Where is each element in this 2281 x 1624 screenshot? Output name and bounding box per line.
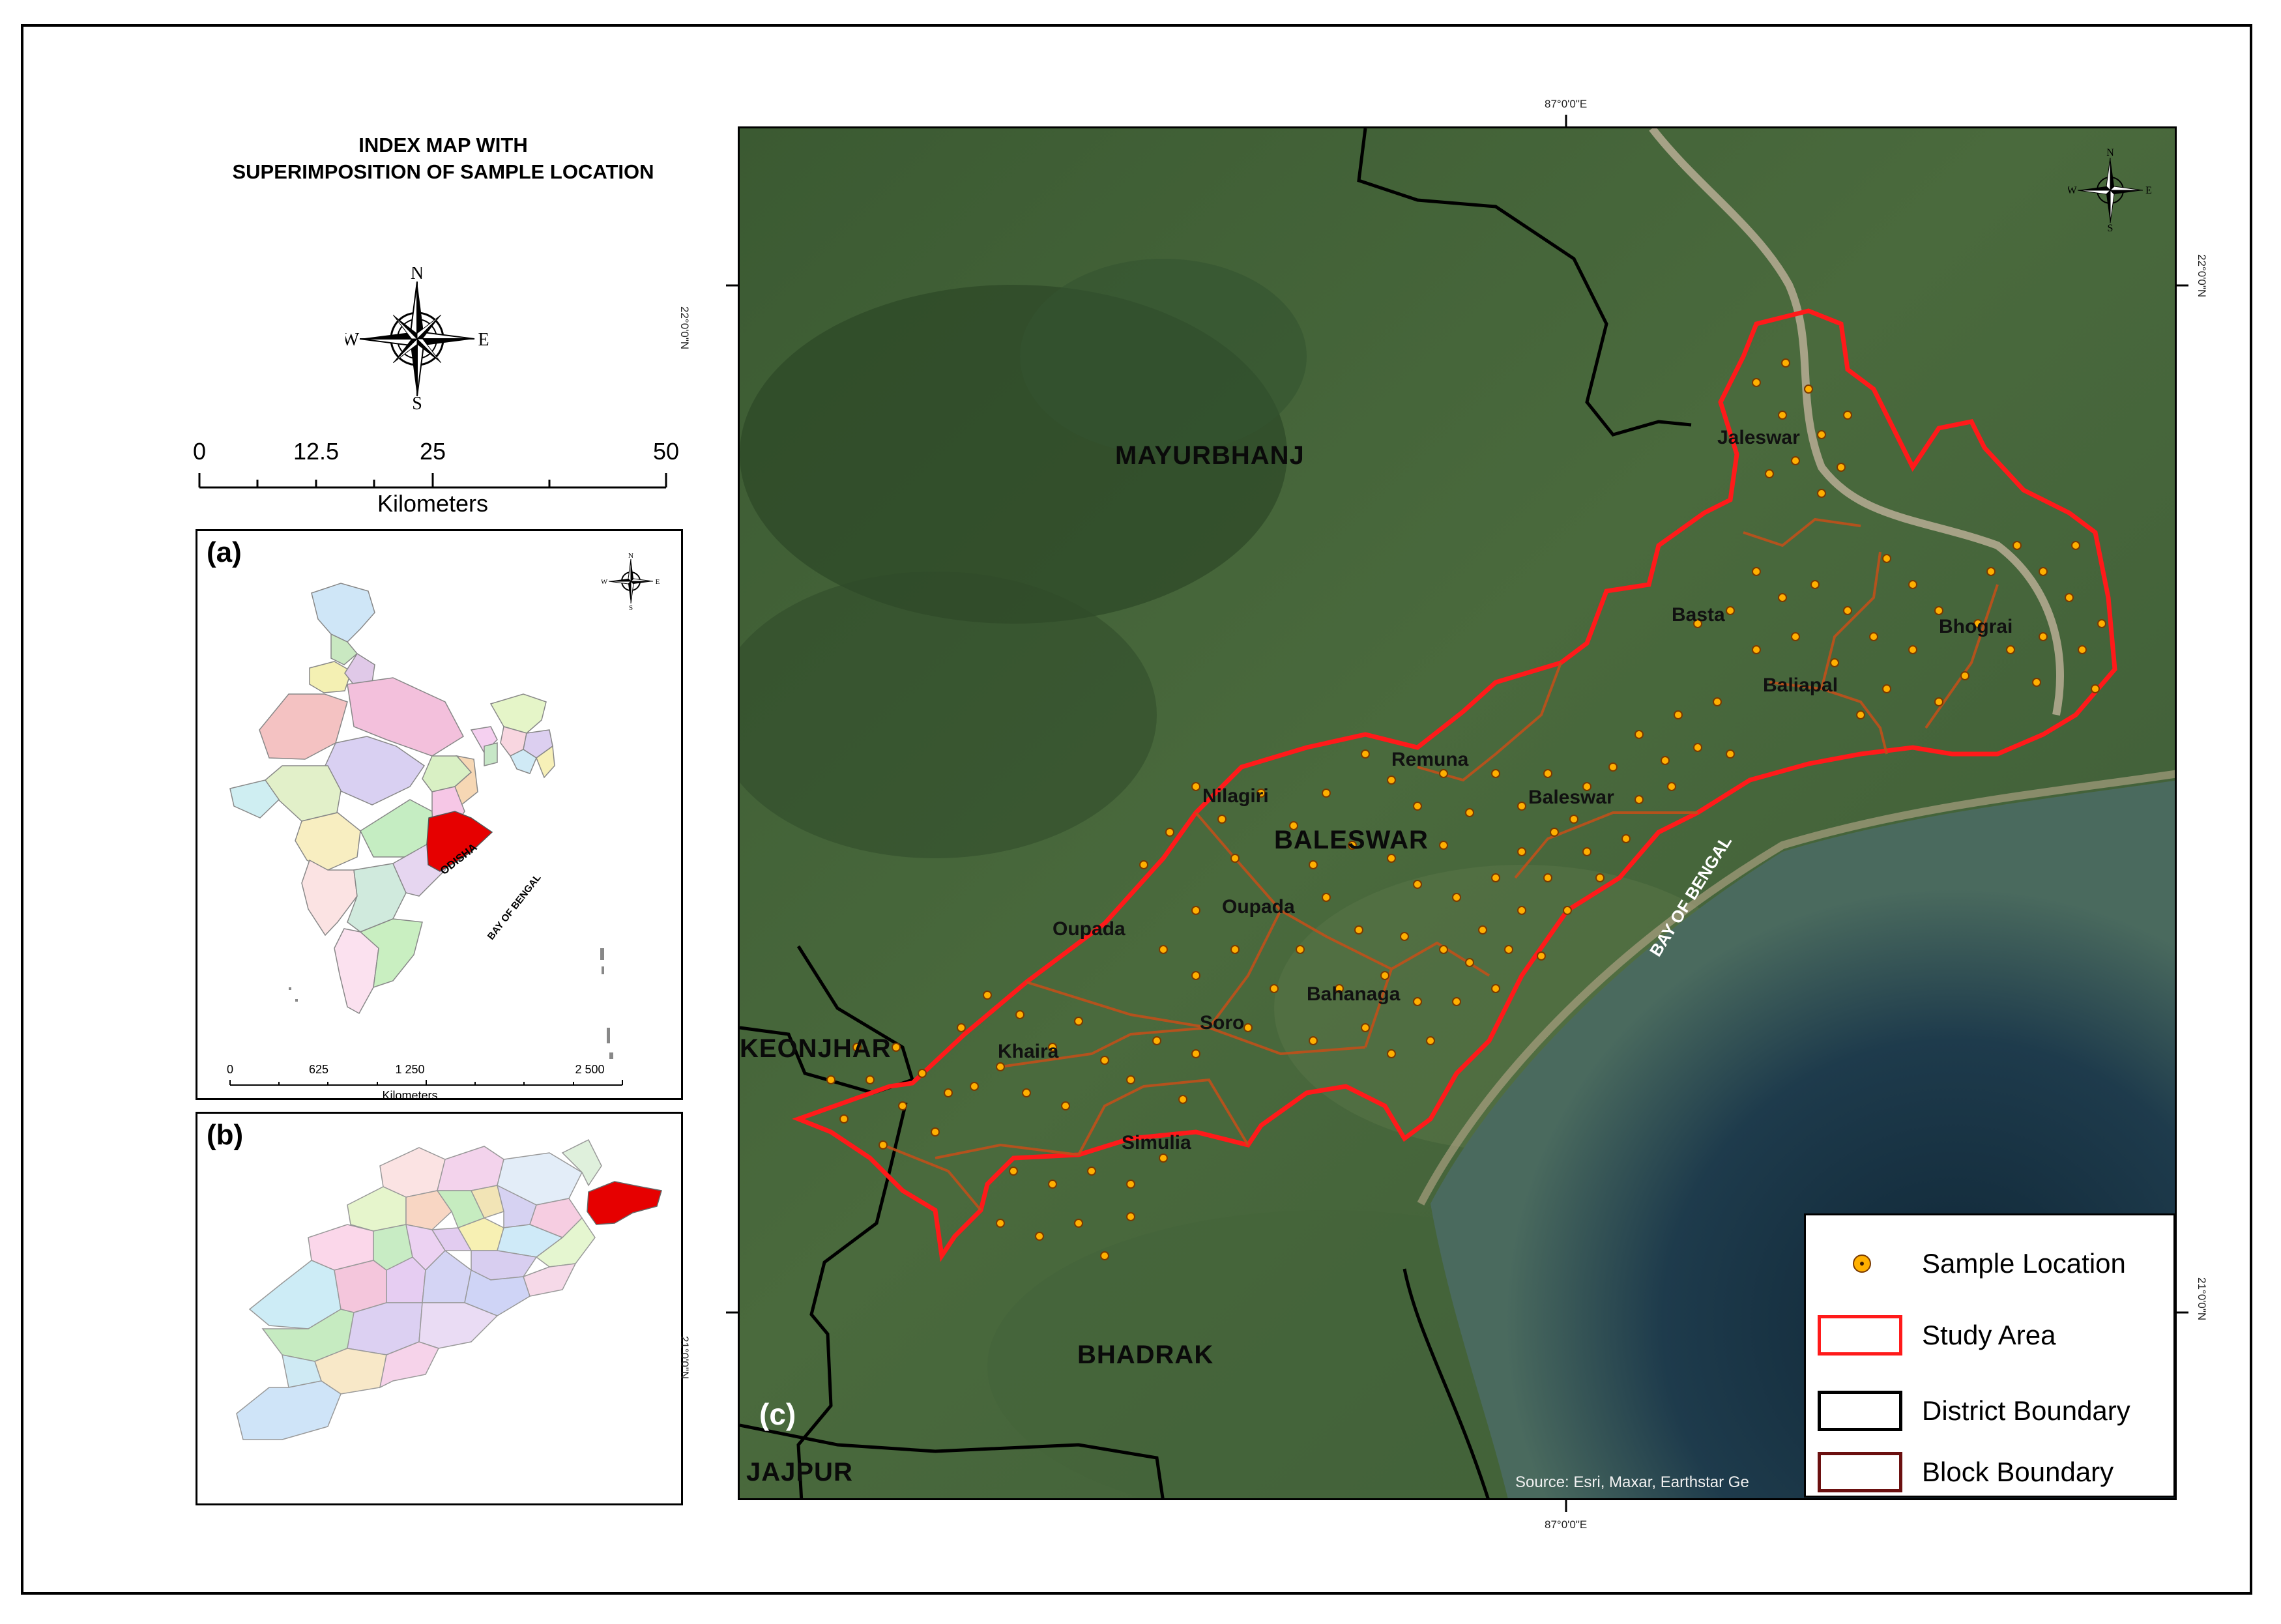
graticule-lat-top-left: 22°0'0"N — [678, 306, 691, 350]
block-label-baliapal: Baliapal — [1763, 674, 1838, 696]
legend-label-district-boundary: District Boundary — [1922, 1395, 2130, 1426]
panel-b-baleswar-highlight — [587, 1181, 662, 1225]
block-label-jaleswar: Jaleswar — [1717, 427, 1800, 448]
panel-a-scale-tick-1: 625 — [309, 1063, 328, 1076]
district-label-baleswar: BALESWAR — [1274, 826, 1429, 854]
block-label-nilagiri: Nilagiri — [1202, 785, 1269, 807]
block-label-bahanaga: Bahanaga — [1307, 983, 1401, 1005]
compass-w: W — [345, 330, 360, 350]
legend-item-district-boundary: District Boundary — [1806, 1385, 2173, 1437]
svg-text:S: S — [629, 604, 633, 611]
panel-b-odisha-map: (b) — [196, 1112, 683, 1505]
svg-text:E: E — [2145, 185, 2152, 196]
scale-tick-2: 25 — [419, 438, 446, 465]
panel-a-scale-tick-3: 2 500 — [575, 1063, 604, 1076]
district-label-bhadrak: BHADRAK — [1077, 1341, 1214, 1369]
block-boundaries — [882, 517, 1999, 1211]
india-states-map: ODISHA BAY OF BENGAL 0 625 1 250 2 500 K… — [227, 583, 623, 1100]
title-line-2: SUPERIMPOSITION OF SAMPLE LOCATION — [232, 160, 654, 183]
graticule-lat-bottom-right: 21°0'0"N — [2196, 1277, 2208, 1321]
panel-a-odisha-highlight — [426, 811, 493, 872]
graticule-lat-bottom-left: 21°0'0"N — [678, 1336, 691, 1380]
district-label-jajpur: JAJPUR — [746, 1458, 853, 1486]
compass-e: E — [478, 330, 489, 350]
map-frame — [21, 24, 2252, 1595]
svg-text:N: N — [2106, 148, 2114, 158]
legend-item-study-area: Study Area — [1806, 1309, 2173, 1361]
district-boundary-swatch-icon — [1818, 1391, 1902, 1431]
svg-text:N: N — [628, 552, 633, 560]
svg-text:W: W — [602, 578, 608, 586]
svg-text:E: E — [656, 578, 660, 586]
legend-label-block-boundary: Block Boundary — [1922, 1457, 2114, 1487]
district-label-keonjhar: KEONJHAR — [740, 1034, 892, 1063]
study-area-swatch-icon — [1818, 1315, 1902, 1356]
panel-b-tag: (b) — [207, 1119, 244, 1151]
panel-a-tag: (a) — [207, 536, 242, 568]
block-label-bhograi: Bhograi — [1939, 616, 2013, 637]
graticule-lon-top: 87°0'0"E — [1545, 98, 1588, 110]
scale-tick-3: 50 — [652, 438, 680, 465]
block-label-remuna: Remuna — [1391, 749, 1469, 770]
block-label-oupada: Oupada — [1222, 896, 1295, 918]
sample-location-icon — [1853, 1254, 1871, 1273]
panel-c-tag: (c) — [759, 1397, 796, 1431]
district-boundaries — [740, 128, 1692, 1498]
imagery-source-credit: Source: Esri, Maxar, Earthstar Ge — [1515, 1473, 1749, 1491]
compass-n: N — [411, 267, 424, 283]
legend-item-block-boundary: Block Boundary — [1806, 1446, 2173, 1498]
block-boundary-swatch-icon — [1818, 1452, 1902, 1492]
svg-text:W: W — [2068, 185, 2077, 196]
block-label-basta: Basta — [1672, 604, 1725, 626]
scale-unit: Kilometers — [377, 490, 489, 517]
block-label-baleswar: Baleswar — [1528, 787, 1614, 808]
panel-a-north-arrow-icon: N S E W — [602, 552, 660, 611]
main-map-north-arrow-icon: N S E W — [2068, 148, 2152, 233]
legend-label-study-area: Study Area — [1922, 1320, 2056, 1350]
district-label-mayurbhanj: MAYURBHANJ — [1115, 441, 1305, 470]
odisha-districts-map — [236, 1138, 662, 1440]
block-label-soro: Soro — [1200, 1012, 1245, 1034]
compass-s: S — [412, 394, 422, 411]
scale-tick-1: 12.5 — [293, 438, 340, 465]
graticule-lat-top-right: 22°0'0"N — [2196, 254, 2208, 298]
panel-a-scale-tick-0: 0 — [227, 1063, 233, 1076]
sample-location-points — [826, 358, 2106, 1260]
block-label-oupada-west: Oupada — [1053, 918, 1126, 940]
panel-a-scale-tick-2: 1 250 — [395, 1063, 424, 1076]
legend-label-sample-location: Sample Location — [1922, 1248, 2126, 1279]
block-label-simulia: Simulia — [1122, 1132, 1191, 1153]
block-label-khaira: Khaira — [998, 1041, 1059, 1062]
panel-a-scale-unit: Kilometers — [382, 1089, 437, 1100]
title-line-1: INDEX MAP WITH — [358, 134, 528, 156]
scale-bar-graphic — [198, 473, 667, 489]
graticule-lon-bottom: 87°0'0"E — [1545, 1518, 1588, 1531]
north-arrow-icon: N S E W — [345, 267, 489, 411]
scale-tick-0: 0 — [192, 438, 207, 465]
legend-item-sample-location: Sample Location — [1806, 1238, 2173, 1290]
svg-text:S: S — [2108, 223, 2114, 233]
map-legend: Sample Location Study Area District Boun… — [1804, 1213, 2175, 1498]
panel-a-india-map: (a) N S E W — [196, 529, 683, 1100]
panel-a-sea-label: BAY OF BENGAL — [486, 872, 544, 942]
